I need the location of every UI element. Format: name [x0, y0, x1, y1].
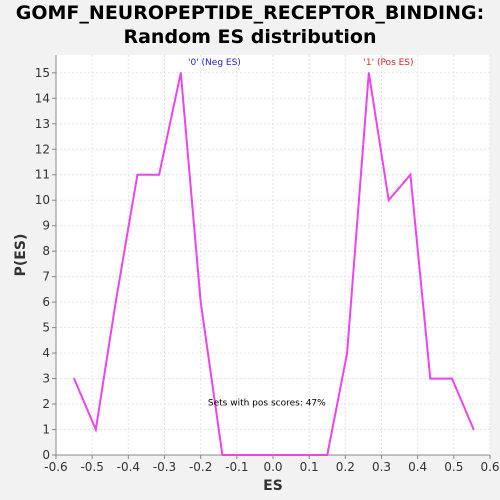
x-tick-label: -0.5 [80, 460, 103, 474]
x-tick-label: 0.1 [300, 460, 319, 474]
y-axis-label: P(ES) [13, 234, 29, 277]
data-point [94, 428, 97, 431]
series-line [73, 72, 475, 456]
y-tick-label: 2 [42, 397, 50, 411]
data-point [346, 352, 348, 354]
x-tick-label: -0.6 [44, 460, 67, 474]
y-tick-label: 3 [42, 372, 50, 386]
grid-lines [55, 55, 491, 456]
x-axis-label: ES [263, 478, 283, 494]
axes: -0.6 -0.5 -0.4 -0.3 -0.2 -0.1 0.0 0.1 0.2 0.3 0.4 0… [35, 55, 500, 474]
y-tick-label: 13 [35, 117, 50, 131]
data-point [73, 377, 75, 380]
chart-title-line-2: Random ES distribution [123, 26, 376, 48]
data-point [179, 72, 182, 74]
x-tick-label: 0.3 [372, 460, 391, 474]
data-point [326, 454, 329, 456]
data-point [451, 377, 453, 380]
x-tick-label: 0.6 [480, 460, 499, 474]
data-point [263, 454, 265, 456]
annotations: '0' (Neg ES) '1' (Pos ES) Sets with pos sc… [188, 58, 414, 408]
y-tick-label: 14 [35, 91, 50, 105]
y-tick-label: 12 [35, 142, 50, 156]
y-tick-label: 10 [35, 193, 50, 207]
data-point [243, 454, 245, 456]
data-point [221, 454, 224, 456]
x-tick-label: 0.0 [263, 460, 282, 474]
y-tick-label: 4 [42, 346, 50, 360]
x-tick-label: -0.2 [189, 460, 212, 474]
x-tick-label: -0.3 [153, 460, 176, 474]
y-tick-label: 15 [35, 66, 50, 80]
y-tick-label: 6 [42, 295, 50, 309]
y-tick-label: 5 [42, 321, 50, 335]
data-point [409, 173, 412, 176]
y-tick-label: 1 [42, 423, 50, 437]
data-point [304, 454, 307, 456]
data-point [284, 454, 287, 456]
x-tick-label: 0.5 [444, 460, 463, 474]
x-tick-label: -0.1 [225, 460, 248, 474]
data-point [158, 173, 160, 176]
y-tick-label: 0 [42, 448, 50, 462]
annotation-label: '0' (Neg ES) [188, 58, 241, 68]
data-point [136, 173, 139, 176]
chart-title-line-1: GOMF_NEUROPEPTIDE_RECEPTOR_BINDING: [16, 2, 484, 24]
annotation-label: '1' (Pos ES) [363, 58, 413, 68]
x-tick-label: 0.2 [336, 460, 355, 474]
x-tick-label: -0.4 [117, 460, 140, 474]
y-tick-label: 7 [42, 270, 50, 284]
data-point [387, 199, 390, 202]
y-tick-label: 9 [42, 219, 50, 233]
series-lines [73, 72, 475, 456]
data-point [429, 377, 432, 380]
data-point [472, 428, 475, 431]
y-tick-label: 8 [42, 244, 50, 258]
y-tick-label: 11 [35, 168, 50, 182]
x-tick-label: 0.4 [408, 460, 427, 474]
annotation-label: Sets with pos scores: 47% [208, 398, 326, 408]
data-point [114, 301, 117, 303]
data-point [199, 301, 202, 303]
data-point [368, 72, 370, 74]
